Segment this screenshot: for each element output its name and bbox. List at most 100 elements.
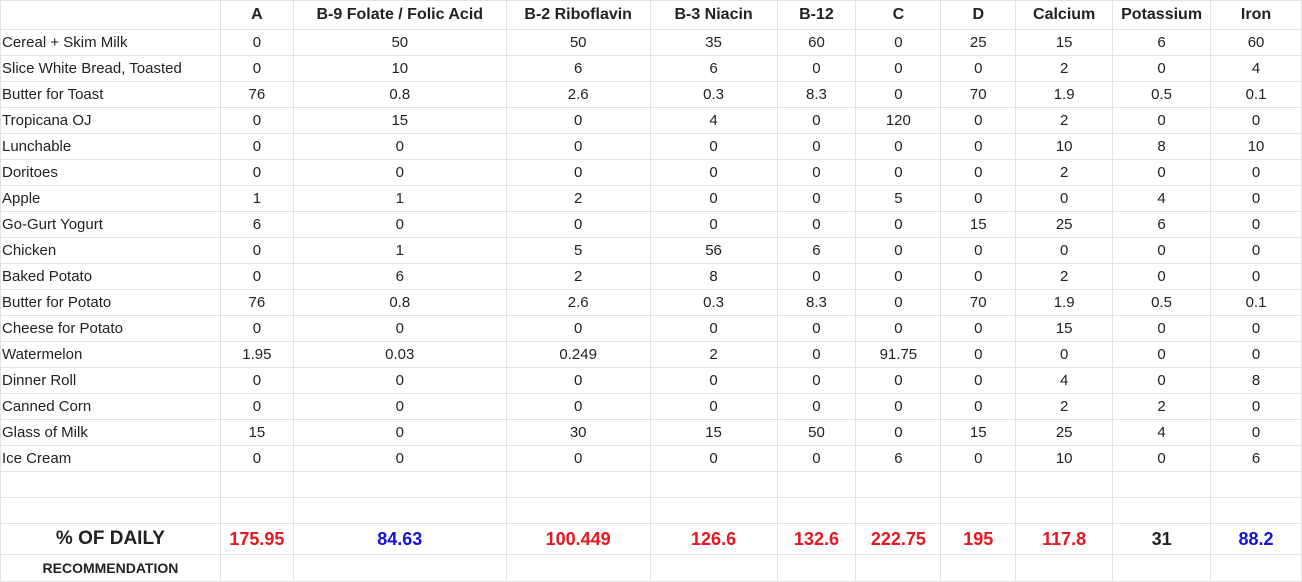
value-cell[interactable]: 0	[940, 393, 1017, 420]
value-cell[interactable]: 0	[649, 185, 778, 212]
value-cell[interactable]: 0	[219, 315, 294, 342]
empty-cell[interactable]	[649, 497, 778, 524]
empty-cell[interactable]	[219, 554, 294, 582]
value-cell[interactable]: 1.9	[1015, 81, 1114, 108]
value-cell[interactable]: 0	[1210, 211, 1302, 238]
value-cell[interactable]: 0	[855, 367, 942, 394]
value-cell[interactable]: 60	[776, 29, 857, 56]
value-cell[interactable]: 4	[649, 107, 778, 134]
value-cell[interactable]: 0	[649, 133, 778, 160]
value-cell[interactable]: 60	[1210, 29, 1302, 56]
value-cell[interactable]: 0	[219, 445, 294, 472]
value-cell[interactable]: 0	[649, 211, 778, 238]
value-cell[interactable]: 0	[1210, 107, 1302, 134]
totals-label[interactable]: % OF DAILY	[0, 523, 221, 555]
value-cell[interactable]: 0	[776, 55, 857, 82]
value-cell[interactable]: 2.6	[505, 81, 651, 108]
value-cell[interactable]: 0	[1015, 341, 1114, 368]
value-cell[interactable]: 15	[1015, 29, 1114, 56]
column-header[interactable]: B-3 Niacin	[649, 0, 778, 30]
value-cell[interactable]: 0	[1112, 341, 1212, 368]
value-cell[interactable]: 0.5	[1112, 81, 1212, 108]
value-cell[interactable]: 0	[940, 133, 1017, 160]
value-cell[interactable]: 0	[940, 107, 1017, 134]
value-cell[interactable]: 15	[940, 211, 1017, 238]
value-cell[interactable]: 0	[292, 133, 507, 160]
value-cell[interactable]: 0	[1210, 159, 1302, 186]
value-cell[interactable]: 0	[776, 263, 857, 290]
value-cell[interactable]: 0	[1112, 237, 1212, 264]
value-cell[interactable]: 2	[649, 341, 778, 368]
empty-cell[interactable]	[292, 497, 507, 524]
value-cell[interactable]: 8	[1112, 133, 1212, 160]
value-cell[interactable]: 2	[1015, 55, 1114, 82]
value-cell[interactable]: 0	[855, 315, 942, 342]
food-name-cell[interactable]: Baked Potato	[0, 263, 221, 290]
empty-cell[interactable]	[776, 497, 857, 524]
food-name-cell[interactable]: Butter for Potato	[0, 289, 221, 316]
empty-cell[interactable]	[1015, 471, 1114, 498]
value-cell[interactable]: 2	[1015, 107, 1114, 134]
value-cell[interactable]: 1.9	[1015, 289, 1114, 316]
food-name-cell[interactable]: Glass of Milk	[0, 419, 221, 446]
value-cell[interactable]: 0	[219, 367, 294, 394]
value-cell[interactable]: 0.5	[1112, 289, 1212, 316]
value-cell[interactable]: 0	[505, 367, 651, 394]
food-name-cell[interactable]: Lunchable	[0, 133, 221, 160]
value-cell[interactable]: 70	[940, 289, 1017, 316]
value-cell[interactable]: 0	[776, 185, 857, 212]
value-cell[interactable]: 15	[1015, 315, 1114, 342]
value-cell[interactable]: 15	[292, 107, 507, 134]
value-cell[interactable]: 25	[1015, 211, 1114, 238]
value-cell[interactable]: 6	[1112, 29, 1212, 56]
value-cell[interactable]: 15	[940, 419, 1017, 446]
empty-cell[interactable]	[505, 471, 651, 498]
value-cell[interactable]: 4	[1112, 419, 1212, 446]
value-cell[interactable]: 8.3	[776, 289, 857, 316]
total-value-cell[interactable]: 175.95	[219, 523, 294, 555]
value-cell[interactable]: 0	[855, 263, 942, 290]
empty-cell[interactable]	[0, 497, 221, 524]
value-cell[interactable]: 0	[855, 289, 942, 316]
value-cell[interactable]: 8	[649, 263, 778, 290]
column-header[interactable]: B-9 Folate / Folic Acid	[292, 0, 507, 30]
food-name-cell[interactable]: Apple	[0, 185, 221, 212]
value-cell[interactable]: 6	[776, 237, 857, 264]
value-cell[interactable]: 0	[940, 263, 1017, 290]
value-cell[interactable]: 0	[505, 211, 651, 238]
value-cell[interactable]: 0	[940, 185, 1017, 212]
value-cell[interactable]: 0	[855, 393, 942, 420]
total-value-cell[interactable]: 88.2	[1210, 523, 1302, 555]
empty-cell[interactable]	[855, 471, 942, 498]
value-cell[interactable]: 50	[776, 419, 857, 446]
food-name-cell[interactable]: Watermelon	[0, 341, 221, 368]
food-name-cell[interactable]: Cereal + Skim Milk	[0, 29, 221, 56]
total-value-cell[interactable]: 31	[1112, 523, 1212, 555]
value-cell[interactable]: 0	[855, 55, 942, 82]
value-cell[interactable]: 0	[1210, 185, 1302, 212]
empty-cell[interactable]	[649, 554, 778, 582]
empty-cell[interactable]	[505, 554, 651, 582]
empty-cell[interactable]	[219, 497, 294, 524]
value-cell[interactable]: 0	[219, 107, 294, 134]
value-cell[interactable]: 0	[292, 419, 507, 446]
value-cell[interactable]: 15	[219, 419, 294, 446]
value-cell[interactable]: 0	[292, 393, 507, 420]
value-cell[interactable]: 1	[292, 237, 507, 264]
total-value-cell[interactable]: 132.6	[776, 523, 857, 555]
value-cell[interactable]: 70	[940, 81, 1017, 108]
column-header[interactable]: B-2 Riboflavin	[505, 0, 651, 30]
value-cell[interactable]: 120	[855, 107, 942, 134]
value-cell[interactable]: 0	[1210, 419, 1302, 446]
empty-cell[interactable]	[855, 554, 942, 582]
value-cell[interactable]: 4	[1015, 367, 1114, 394]
value-cell[interactable]: 56	[649, 237, 778, 264]
value-cell[interactable]: 0	[855, 29, 942, 56]
value-cell[interactable]: 0	[940, 341, 1017, 368]
value-cell[interactable]: 0	[219, 133, 294, 160]
food-name-cell[interactable]: Cheese for Potato	[0, 315, 221, 342]
value-cell[interactable]: 0.1	[1210, 81, 1302, 108]
food-name-cell[interactable]: Butter for Toast	[0, 81, 221, 108]
food-name-cell[interactable]: Canned Corn	[0, 393, 221, 420]
value-cell[interactable]: 25	[1015, 419, 1114, 446]
